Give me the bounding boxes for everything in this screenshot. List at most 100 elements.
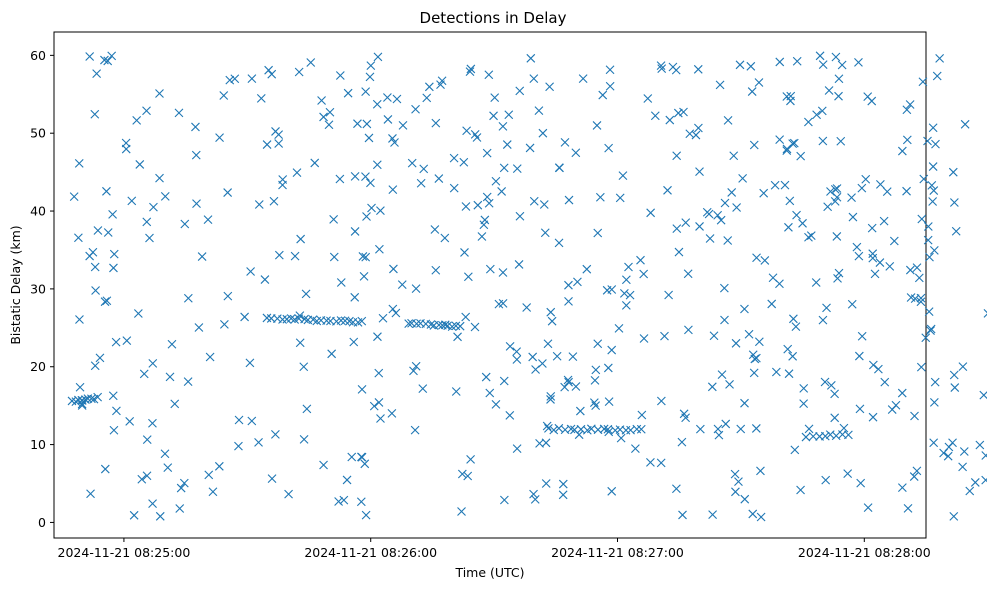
data-point (959, 447, 969, 456)
data-point (625, 290, 635, 300)
data-point (374, 368, 384, 378)
data-point (418, 384, 428, 393)
data-point (489, 111, 498, 121)
data-point (949, 511, 959, 521)
data-point (759, 188, 769, 198)
data-point (460, 248, 469, 257)
data-point (365, 72, 375, 82)
data-point (639, 269, 649, 279)
data-point (219, 319, 229, 329)
data-point (780, 180, 790, 190)
data-point (108, 391, 118, 401)
data-point (75, 315, 84, 324)
data-point (461, 202, 471, 211)
data-point (965, 486, 975, 496)
data-point (547, 316, 557, 326)
data-point (357, 452, 366, 462)
data-point (176, 483, 186, 493)
data-point (855, 404, 865, 414)
data-point (783, 344, 793, 354)
data-point (931, 139, 940, 149)
data-point (109, 249, 119, 259)
data-point (497, 187, 507, 196)
data-point (832, 192, 842, 202)
data-point (336, 278, 346, 287)
data-point (929, 438, 939, 448)
data-point (631, 444, 640, 454)
data-point (752, 253, 761, 263)
data-point (269, 196, 279, 206)
data-point (197, 252, 207, 261)
data-point (717, 370, 727, 380)
data-point (300, 314, 309, 324)
data-point (716, 215, 726, 225)
data-point (729, 151, 739, 161)
data-point (875, 179, 885, 189)
data-point (549, 425, 559, 435)
data-point (823, 202, 833, 212)
data-point (817, 106, 827, 116)
data-point (818, 315, 828, 325)
data-point (564, 377, 573, 387)
data-point (391, 308, 401, 318)
data-point (254, 200, 264, 209)
data-point (679, 107, 688, 117)
data-point (564, 280, 573, 290)
data-point (148, 418, 157, 428)
data-point (135, 160, 145, 169)
data-point (109, 263, 118, 273)
data-point (912, 466, 922, 476)
data-point (499, 495, 509, 505)
data-point (350, 292, 360, 302)
data-point (481, 372, 491, 382)
data-point (681, 413, 691, 423)
data-point (614, 323, 624, 333)
data-point (388, 185, 398, 195)
data-point (93, 226, 103, 235)
data-point (782, 92, 792, 101)
data-point (786, 91, 796, 101)
data-point (599, 424, 609, 434)
data-point (812, 110, 822, 120)
data-point (740, 494, 750, 504)
data-point (322, 316, 331, 326)
data-point (539, 200, 549, 209)
data-point (798, 218, 807, 228)
data-point (347, 452, 357, 462)
data-point (830, 184, 840, 194)
data-point (546, 395, 555, 404)
data-point (564, 297, 573, 306)
data-point (672, 151, 682, 161)
data-point (541, 479, 551, 488)
data-point (854, 251, 864, 261)
data-point (949, 370, 959, 380)
data-point (571, 382, 581, 391)
data-point (191, 122, 200, 132)
data-point (457, 469, 467, 479)
data-point (485, 388, 495, 398)
data-point (723, 236, 733, 245)
data-point (854, 58, 863, 67)
data-point (732, 203, 742, 212)
data-point (376, 414, 385, 423)
data-point (681, 218, 691, 227)
data-point (100, 55, 109, 65)
data-point (801, 432, 811, 442)
data-point (785, 196, 795, 206)
data-point (927, 180, 937, 190)
data-point (854, 351, 864, 361)
data-point (294, 67, 304, 77)
data-point (426, 320, 436, 329)
data-point (591, 401, 601, 411)
data-point (868, 412, 878, 422)
data-point (923, 235, 933, 245)
data-point (90, 109, 100, 119)
data-point (336, 316, 346, 325)
data-point (366, 61, 376, 70)
data-point (274, 130, 284, 140)
data-point (715, 80, 725, 90)
data-point (260, 275, 270, 284)
data-point (357, 384, 367, 394)
data-point (545, 82, 555, 92)
data-point (852, 242, 862, 252)
